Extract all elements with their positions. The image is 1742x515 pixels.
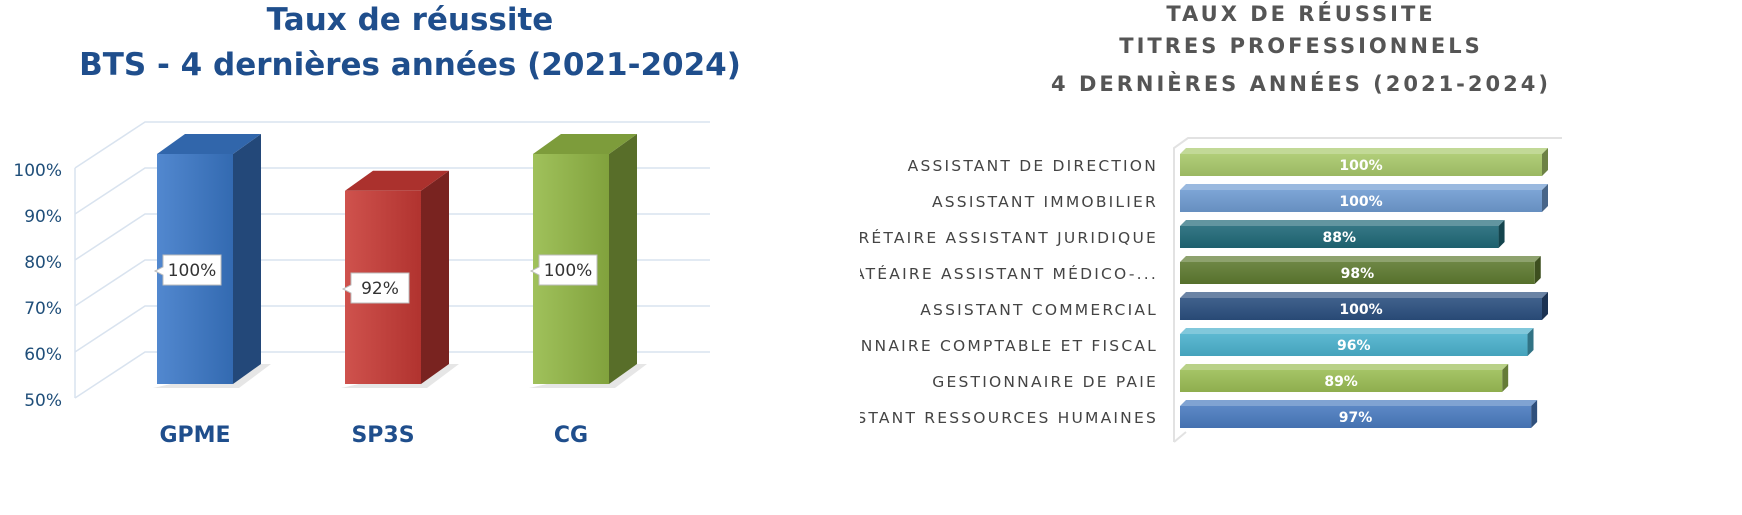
- y-tick-label: ASSISTANT RESSOURCES HUMAINES: [860, 409, 1158, 427]
- bar-top: [1180, 364, 1509, 370]
- data-label: 100%: [168, 261, 217, 281]
- gridline: [74, 259, 710, 307]
- bar-top: [1180, 256, 1541, 262]
- bar: [1180, 334, 1528, 356]
- gridline: [74, 121, 710, 169]
- bar-top: [1180, 292, 1548, 298]
- data-label: 100%: [544, 261, 593, 281]
- x-tick-label: GPME: [159, 423, 230, 448]
- data-label: 92%: [361, 279, 399, 299]
- y-tick-label: ASSISTANT DE DIRECTION: [908, 157, 1158, 175]
- chart-wall: [1173, 137, 1562, 442]
- bar: [1180, 262, 1535, 284]
- bar-top: [1180, 328, 1534, 334]
- y-tick-label: GESTIONNAIRE COMPTABLE ET FISCAL: [860, 337, 1158, 355]
- data-label-box: [529, 254, 598, 286]
- y-tick-label: 60%: [24, 345, 62, 365]
- gridline: [74, 167, 710, 215]
- y-tick-label: GESTIONNAIRE DE PAIE: [932, 373, 1158, 391]
- bts-chart-panel: Taux de réussite BTS - 4 dernières année…: [0, 0, 860, 515]
- bar-end: [1498, 220, 1505, 248]
- tp-chart-title-line3: 4 DERNIÈRES ANNÉES (2021-2024): [1051, 72, 1551, 96]
- bar-top: [157, 134, 261, 154]
- bar-top: [345, 170, 449, 191]
- y-tick-label: SECRATÉAIRE ASSISTANT MÉDICO-...: [860, 264, 1158, 283]
- tp-chart: 100% ASSISTANT DE DIRECTION 100% ASSISTANT …: [860, 137, 1562, 443]
- bar: [1180, 406, 1532, 428]
- x-tick-label: SP3S: [351, 423, 414, 448]
- bar-end: [1542, 184, 1548, 212]
- y-tick-label: 70%: [24, 299, 62, 319]
- data-label: 89%: [1324, 374, 1358, 390]
- bar-top: [1180, 400, 1538, 406]
- data-label: 96%: [1337, 338, 1371, 354]
- bts-chart-title-line2: BTS - 4 dernières années (2021-2024): [79, 47, 741, 83]
- bar-top: [533, 134, 637, 154]
- bts-chart: 50% 60% 70% 80% 90% 100% 100% GPME 92% SP3S 100% CG: [13, 121, 710, 448]
- bar-end: [1502, 364, 1509, 392]
- data-label: 100%: [1339, 194, 1382, 210]
- data-label-box: [153, 254, 222, 286]
- y-tick-label: 50%: [24, 391, 62, 411]
- bar: [1180, 190, 1542, 212]
- x-tick-label: CG: [554, 423, 588, 448]
- gridline: [74, 213, 710, 261]
- data-label: 97%: [1339, 410, 1373, 426]
- bar-top: [1180, 220, 1505, 226]
- tp-chart-title-line1: TAUX DE RÉUSSITE: [1166, 2, 1436, 26]
- bar-end: [1542, 148, 1548, 176]
- data-label: 100%: [1339, 158, 1382, 174]
- bar-side: [233, 134, 261, 384]
- data-label: 98%: [1341, 266, 1375, 282]
- bar-top: [1180, 148, 1548, 154]
- bar-top: [1180, 184, 1548, 190]
- bar-end: [1534, 256, 1541, 284]
- y-tick-label: ASSISTANT IMMOBILIER: [932, 193, 1158, 211]
- bar-side: [421, 170, 449, 384]
- bar-side: [609, 134, 637, 384]
- tp-chart-title-line2: TITRES PROFESSIONNELS: [1119, 34, 1483, 58]
- bar-end: [1527, 328, 1534, 356]
- tp-chart-panel: TAUX DE RÉUSSITE TITRES PROFESSIONNELS 4…: [860, 0, 1742, 515]
- y-tick-label: SECRÉTAIRE ASSISTANT JURIDIQUE: [860, 228, 1158, 247]
- y-tick-label: 80%: [24, 253, 62, 273]
- y-tick-label: 100%: [13, 161, 62, 181]
- data-label: 88%: [1323, 230, 1357, 246]
- data-label-box: [341, 272, 410, 304]
- y-tick-label: 90%: [24, 207, 62, 227]
- gridline: [74, 305, 710, 353]
- y-tick-label: ASSISTANT COMMERCIAL: [920, 301, 1158, 319]
- bts-chart-title-line1: Taux de réussite: [266, 2, 554, 38]
- bar: [1180, 370, 1503, 392]
- bar-end: [1542, 292, 1548, 320]
- bar: [1180, 154, 1542, 176]
- bar: [1180, 226, 1499, 248]
- gridline: [74, 351, 710, 399]
- bar-end: [1531, 400, 1538, 428]
- bar: [1180, 298, 1542, 320]
- chart-floor-edge: [1173, 431, 1187, 443]
- data-label: 100%: [1339, 302, 1382, 318]
